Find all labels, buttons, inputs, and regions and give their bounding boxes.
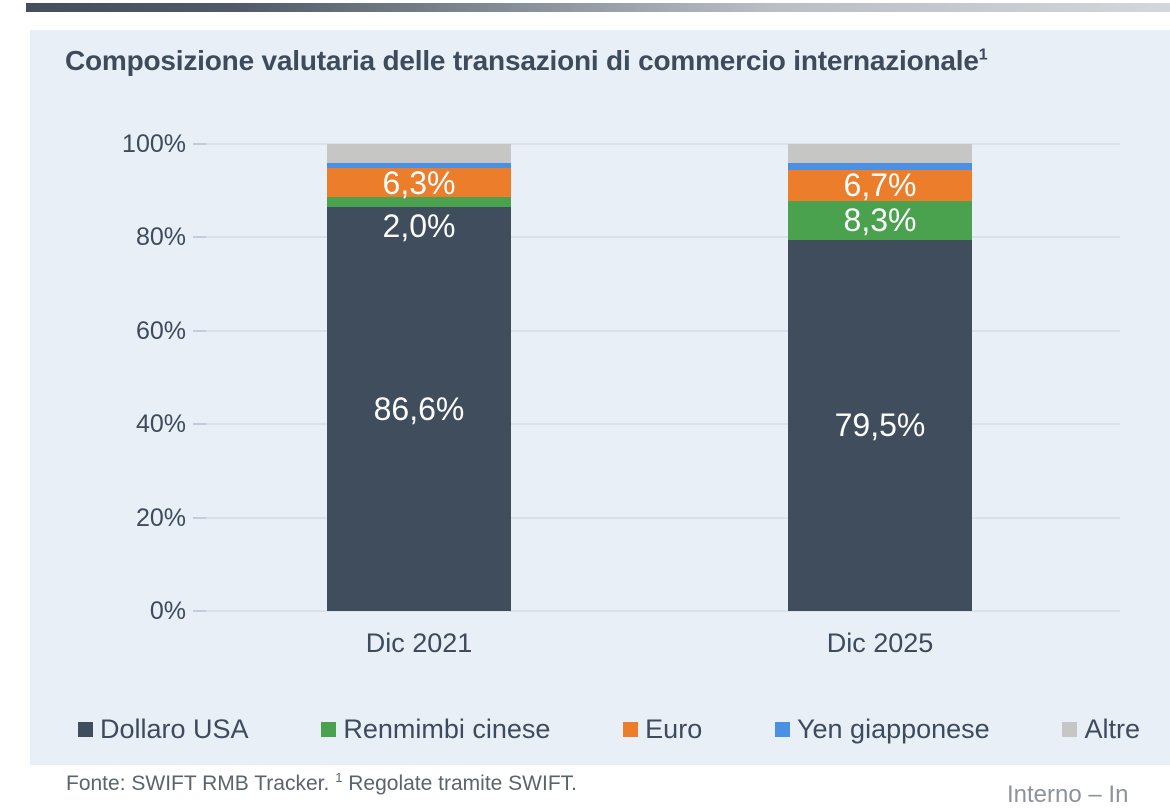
bar-value-label: 86,6% (373, 390, 465, 427)
chart-title-text: Composizione valutaria delle transazioni… (65, 45, 979, 76)
bar-value-label: 79,5% (834, 407, 926, 444)
source-note: Fonte: SWIFT RMB Tracker. 1 Regolate tra… (66, 770, 577, 796)
y-axis-label: 60% (135, 316, 186, 345)
legend-swatch (78, 721, 93, 737)
bar-segment-renmimbi-cinese (788, 200, 972, 240)
plot-area: 0% 20% 40% 60% 80% 100% 86,6% 2,0% 6,3% Dic 2021 7… (122, 130, 1120, 658)
bar-value-label: 8,3% (843, 202, 917, 239)
bar-dic-2021 (327, 144, 511, 611)
y-axis-tick (193, 236, 206, 239)
bar-segment-euro (327, 167, 511, 198)
gridline (206, 516, 1120, 519)
y-axis-tick (193, 143, 206, 145)
x-axis-label: Dic 2021 (365, 628, 473, 658)
bar-segment-dollaro-usa (327, 206, 511, 611)
legend-swatch (623, 721, 639, 737)
gridline (206, 143, 1120, 145)
bar-segment-renmimbi-cinese (327, 197, 511, 207)
bar-segment-altre (788, 144, 972, 163)
y-axis-tick (193, 423, 206, 426)
legend-swatch (774, 721, 790, 737)
legend-item-renmimbi-cinese: Renmimbi cinese (321, 714, 550, 745)
y-axis-label: 100% (122, 130, 186, 158)
legend: Dollaro USA Renmimbi cinese Euro Yen giappo… (78, 712, 1140, 746)
bar-segment-yen-giapponese (788, 162, 972, 170)
y-axis-label: 0% (149, 597, 186, 625)
bar-segment-altre (327, 144, 511, 163)
bar-dic-2025 (788, 144, 972, 611)
legend-swatch (321, 721, 337, 737)
y-axis-tick (193, 516, 206, 519)
top-decoration-bar (26, 3, 1170, 12)
y-axis-label: 80% (135, 223, 186, 252)
y-axis-label: 40% (135, 410, 186, 439)
gridline (206, 423, 1120, 426)
bar-segment-euro (788, 169, 972, 201)
footnote-superscript: 1 (335, 770, 343, 785)
source-text: Fonte: SWIFT RMB Tracker. (66, 772, 330, 795)
y-axis-tick (193, 610, 206, 612)
footnote-text: Regolate tramite SWIFT. (342, 772, 577, 795)
legend-label: Altre (1084, 713, 1140, 744)
bar-segment-yen-giapponese (327, 162, 511, 168)
chart-title: Composizione valutaria delle transazioni… (65, 45, 988, 77)
bar-value-label: 6,7% (843, 167, 917, 204)
legend-item-dollaro-usa: Dollaro USA (78, 714, 249, 745)
gridline (206, 236, 1120, 239)
gridline (206, 329, 1120, 332)
legend-swatch (1062, 721, 1078, 737)
bar-value-label: 2,0% (382, 207, 456, 244)
legend-item-euro: Euro (623, 714, 702, 745)
legend-item-yen-giapponese: Yen giapponese (774, 713, 990, 745)
legend-label: Renmimbi cinese (343, 713, 551, 744)
x-axis-label: Dic 2025 (826, 628, 934, 658)
chart-title-superscript: 1 (978, 46, 988, 64)
bar-value-label: 6,3% (382, 164, 456, 201)
legend-item-altre: Altre (1062, 714, 1140, 745)
legend-label: Euro (645, 713, 703, 744)
bar-segment-dollaro-usa (788, 239, 972, 611)
chart-card: Composizione valutaria delle transazioni… (30, 30, 1170, 765)
y-axis-label: 20% (135, 503, 186, 532)
gridline (206, 610, 1120, 612)
legend-label: Dollaro USA (100, 713, 249, 744)
legend-label: Yen giapponese (796, 713, 990, 744)
y-axis-tick (193, 329, 206, 332)
classification-label: Interno – In (1007, 781, 1129, 808)
